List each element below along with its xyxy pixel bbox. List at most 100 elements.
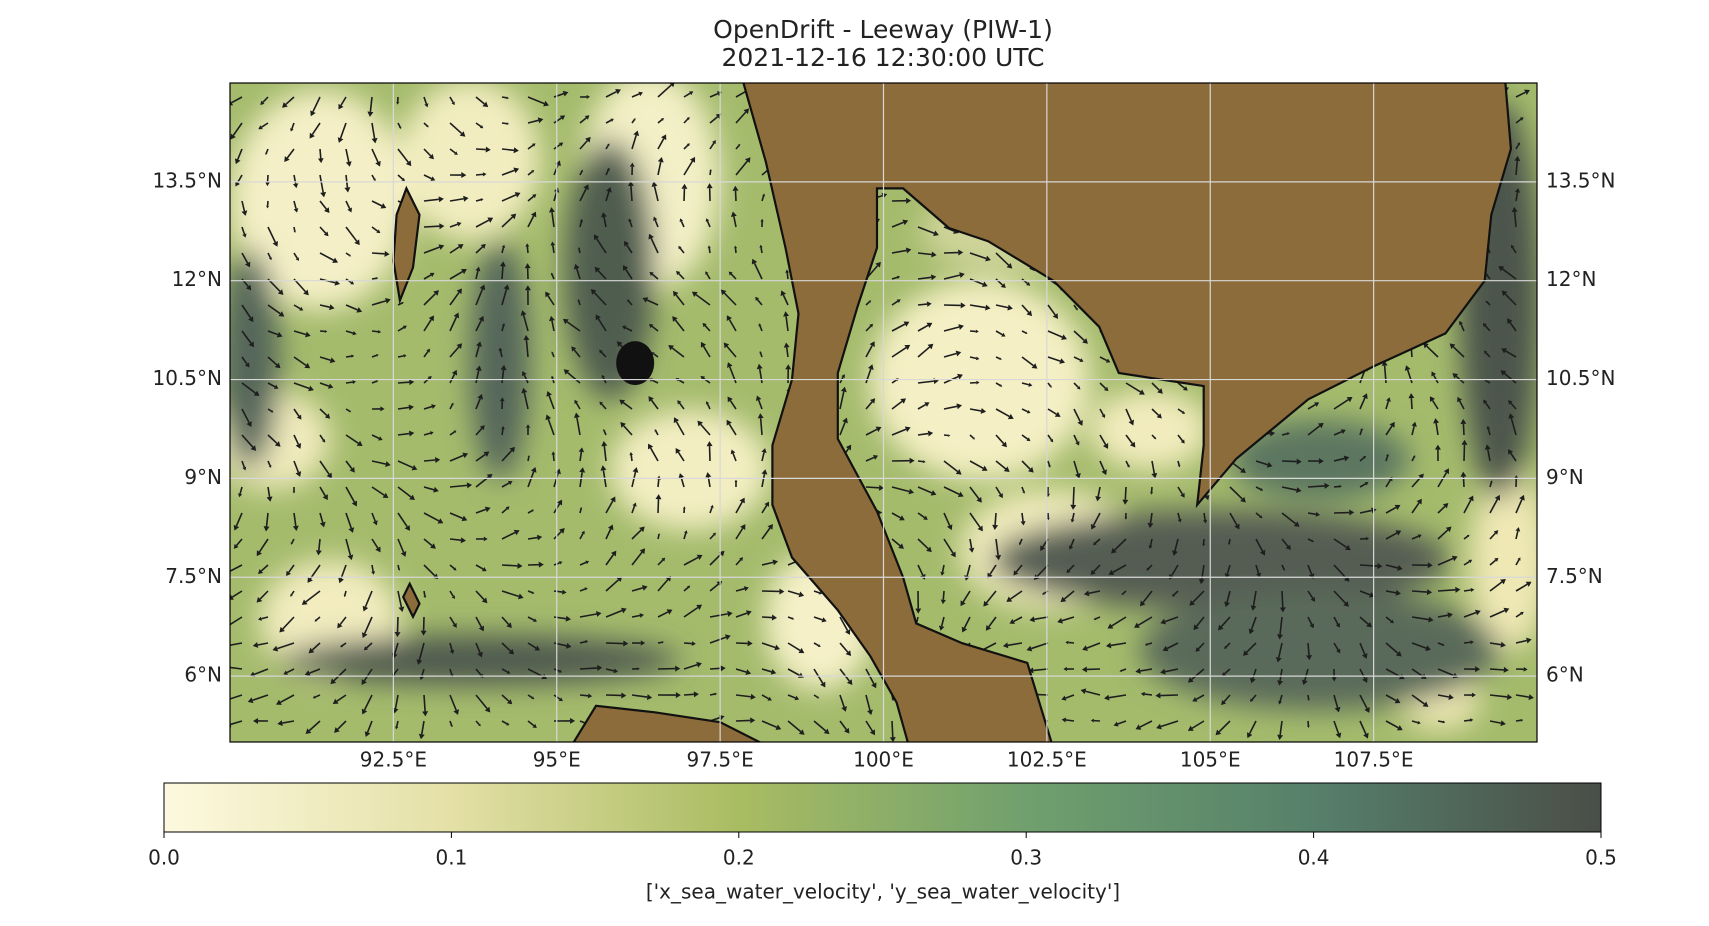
arrow-shaft <box>1151 434 1156 439</box>
arrow-shaft <box>1515 530 1519 540</box>
arrow-shaft <box>603 430 607 436</box>
arrow-head <box>716 580 723 587</box>
arrow-head <box>537 117 544 124</box>
arrow-head <box>842 417 848 424</box>
arrow-shaft <box>1410 398 1413 410</box>
arrow-head <box>1061 717 1067 723</box>
arrow-head <box>675 448 681 454</box>
arrow-head <box>1250 605 1257 611</box>
colorbar-tick-label: 0.3 <box>1010 846 1042 870</box>
arrow-shaft <box>1333 616 1339 625</box>
arrow-shaft <box>475 590 485 601</box>
arrow-head <box>727 610 733 617</box>
arrow-shaft <box>761 720 777 729</box>
arrow-head <box>330 678 337 685</box>
arrow-head <box>1101 413 1106 418</box>
arrow-head <box>534 645 540 651</box>
arrow-head <box>678 473 685 479</box>
arrow-shaft <box>267 330 279 336</box>
arrow-shaft <box>1279 720 1283 736</box>
arrow-head <box>1026 310 1033 317</box>
arrow-shaft <box>449 96 454 103</box>
arrow-shaft <box>371 434 380 440</box>
arrow-head <box>1156 723 1162 730</box>
arrow-shaft <box>732 453 737 462</box>
arrow-shaft <box>1252 668 1257 679</box>
arrow-shaft <box>969 304 986 309</box>
arrow-shaft <box>839 616 849 631</box>
arrow-shaft <box>917 324 929 332</box>
arrow-shaft <box>683 556 699 566</box>
arrow-head <box>726 315 732 322</box>
arrow-head <box>1144 642 1148 646</box>
arrow-shaft <box>1140 668 1153 672</box>
arrow-head <box>1514 188 1521 193</box>
arrow-shaft <box>369 96 373 112</box>
arrow-head <box>599 349 603 354</box>
arrow-shaft <box>1047 382 1052 387</box>
arrow-head <box>775 724 782 731</box>
arrow-head <box>220 643 225 649</box>
arrow-head <box>1315 511 1321 517</box>
arrow-head <box>633 130 640 137</box>
arrow-shaft <box>761 527 771 540</box>
arrow-shaft <box>1411 616 1429 621</box>
arrow-head <box>1519 117 1524 121</box>
arrow-head <box>1448 694 1454 700</box>
arrow-head <box>1455 586 1461 593</box>
arrow-shaft <box>917 512 926 519</box>
arrow-shaft <box>579 640 586 644</box>
arrow-shaft <box>449 270 463 280</box>
arrow-head <box>640 640 646 646</box>
arrow-shaft <box>566 321 581 332</box>
arrow-head <box>1363 732 1369 739</box>
arrow-shaft <box>241 200 246 212</box>
y-tick-label: 6°N <box>184 663 222 687</box>
arrow-head <box>684 530 688 534</box>
arrow-head <box>451 595 455 600</box>
arrow-shaft <box>735 160 748 176</box>
arrow-head <box>362 605 369 612</box>
arrow-head <box>1122 499 1129 505</box>
arrow-head <box>767 696 772 701</box>
arrow-head <box>770 668 777 675</box>
arrow-shaft <box>709 507 713 514</box>
arrow-head <box>648 396 654 402</box>
arrow-shaft <box>551 320 555 332</box>
arrow-shaft <box>449 148 456 154</box>
arrow-head <box>927 343 934 350</box>
arrow-head <box>926 301 932 307</box>
arrow-shaft <box>891 346 907 358</box>
arrow-head <box>562 318 569 325</box>
arrow-shaft <box>579 508 582 514</box>
arrow-head <box>416 659 423 665</box>
arrow-shaft <box>1437 694 1450 698</box>
arrow-head <box>1340 429 1346 434</box>
arrow-shaft <box>423 512 440 522</box>
arrow-head <box>272 240 278 247</box>
arrow-shaft <box>423 564 436 577</box>
arrow-shaft <box>319 382 330 387</box>
arrow-head <box>268 464 272 468</box>
arrow-head <box>1501 348 1508 354</box>
arrow-shaft <box>1147 642 1153 646</box>
arrow-head <box>816 696 820 699</box>
arrow-head <box>1082 645 1088 651</box>
arrow-head <box>426 125 429 128</box>
arrow-head <box>1246 732 1253 739</box>
arrow-shaft <box>525 339 529 358</box>
arrow-head <box>739 557 744 562</box>
arrow-shaft <box>1097 486 1101 497</box>
arrow-shaft <box>267 356 278 366</box>
arrow-shaft <box>553 616 567 620</box>
arrow-head <box>646 694 653 701</box>
arrow-head <box>1433 418 1440 424</box>
arrow-head <box>915 608 922 614</box>
arrow-shaft <box>241 382 256 394</box>
arrow-head <box>980 407 987 414</box>
arrow-shaft <box>1021 486 1025 492</box>
arrow-shaft <box>553 164 559 176</box>
arrow-head <box>323 231 329 237</box>
arrow-head <box>1286 432 1290 436</box>
arrow-shaft <box>1092 512 1101 526</box>
